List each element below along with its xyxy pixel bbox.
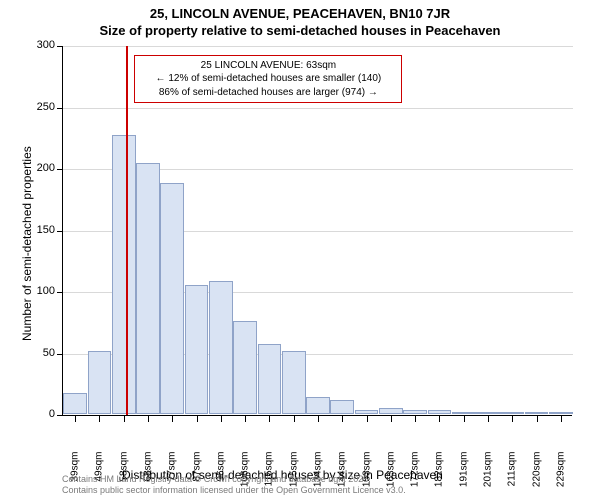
x-tick bbox=[561, 416, 562, 422]
histogram-bar bbox=[258, 344, 282, 414]
x-tick bbox=[148, 416, 149, 422]
callout-line: 25 LINCOLN AVENUE: 63sqm bbox=[141, 59, 395, 73]
x-tick-label: 220sqm bbox=[531, 452, 542, 502]
y-tick-label: 200 bbox=[25, 162, 55, 174]
y-axis-label: Number of semi-detached properties bbox=[20, 146, 34, 341]
chart-area: Number of semi-detached properties 05010… bbox=[62, 46, 572, 416]
footer: Contains HM Land Registry data © Crown c… bbox=[62, 474, 406, 497]
x-tick bbox=[342, 416, 343, 422]
histogram-bar bbox=[112, 135, 136, 414]
x-tick bbox=[221, 416, 222, 422]
y-tick bbox=[57, 46, 63, 47]
x-tick bbox=[124, 416, 125, 422]
x-tick-label: 191sqm bbox=[458, 452, 469, 502]
x-tick bbox=[172, 416, 173, 422]
y-tick-label: 50 bbox=[25, 347, 55, 359]
x-tick bbox=[99, 416, 100, 422]
histogram-bar bbox=[500, 412, 524, 414]
histogram-bar bbox=[379, 408, 403, 414]
callout-box: 25 LINCOLN AVENUE: 63sqm← 12% of semi-de… bbox=[134, 55, 402, 104]
histogram-plot: 05010015020025030039sqm49sqm58sqm68sqm77… bbox=[62, 46, 572, 416]
histogram-bar bbox=[160, 183, 184, 414]
y-tick-label: 300 bbox=[25, 39, 55, 51]
histogram-bar bbox=[525, 412, 549, 414]
reference-line bbox=[126, 46, 128, 415]
y-tick bbox=[57, 415, 63, 416]
y-tick bbox=[57, 108, 63, 109]
y-tick bbox=[57, 169, 63, 170]
callout-line: ← 12% of semi-detached houses are smalle… bbox=[141, 72, 395, 86]
y-tick-label: 250 bbox=[25, 101, 55, 113]
y-tick-label: 100 bbox=[25, 285, 55, 297]
y-tick bbox=[57, 231, 63, 232]
y-tick-label: 0 bbox=[25, 408, 55, 420]
histogram-bar bbox=[185, 285, 209, 414]
histogram-bar bbox=[428, 410, 452, 414]
x-tick bbox=[197, 416, 198, 422]
title-main: 25, LINCOLN AVENUE, PEACEHAVEN, BN10 7JR bbox=[0, 0, 600, 21]
histogram-bar bbox=[306, 397, 330, 414]
grid-line bbox=[63, 108, 573, 109]
x-tick bbox=[439, 416, 440, 422]
histogram-bar bbox=[136, 163, 160, 414]
y-tick bbox=[57, 354, 63, 355]
x-tick bbox=[75, 416, 76, 422]
histogram-bar bbox=[549, 412, 573, 414]
x-tick bbox=[294, 416, 295, 422]
x-tick-label: 229sqm bbox=[555, 452, 566, 502]
histogram-bar bbox=[209, 281, 233, 414]
callout-line: 86% of semi-detached houses are larger (… bbox=[141, 86, 395, 100]
x-tick-label: 211sqm bbox=[507, 452, 518, 502]
x-tick bbox=[512, 416, 513, 422]
histogram-bar bbox=[63, 393, 87, 414]
histogram-bar bbox=[403, 410, 427, 414]
title-sub: Size of property relative to semi-detach… bbox=[0, 21, 600, 38]
x-tick bbox=[245, 416, 246, 422]
x-tick bbox=[391, 416, 392, 422]
x-tick bbox=[318, 416, 319, 422]
histogram-bar bbox=[476, 412, 500, 414]
x-tick bbox=[367, 416, 368, 422]
x-tick-label: 201sqm bbox=[483, 452, 494, 502]
x-tick bbox=[269, 416, 270, 422]
histogram-bar bbox=[282, 351, 306, 414]
histogram-bar bbox=[88, 351, 112, 414]
x-tick bbox=[415, 416, 416, 422]
y-tick-label: 150 bbox=[25, 224, 55, 236]
histogram-bar bbox=[355, 410, 379, 414]
footer-line-2: Contains public sector information licen… bbox=[62, 485, 406, 496]
x-tick bbox=[464, 416, 465, 422]
x-tick bbox=[537, 416, 538, 422]
histogram-bar bbox=[452, 412, 476, 414]
histogram-bar bbox=[233, 321, 257, 414]
histogram-bar bbox=[330, 400, 354, 414]
x-tick bbox=[488, 416, 489, 422]
y-tick bbox=[57, 292, 63, 293]
grid-line bbox=[63, 46, 573, 47]
footer-line-1: Contains HM Land Registry data © Crown c… bbox=[62, 474, 406, 485]
